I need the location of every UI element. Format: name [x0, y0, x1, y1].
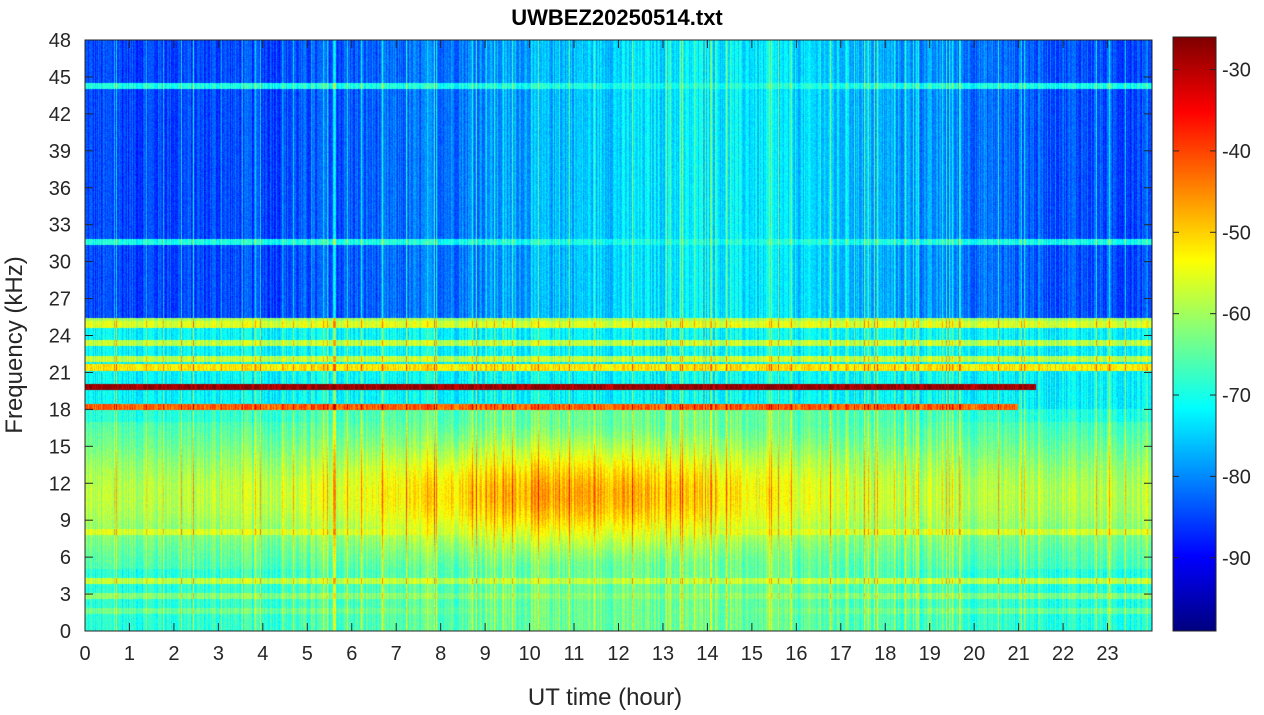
x-tick-label: 10 — [518, 643, 540, 665]
x-tick-label: 3 — [213, 643, 224, 665]
y-tick-label: 27 — [49, 289, 71, 311]
x-tick-label: 23 — [1096, 643, 1118, 665]
y-tick-label: 0 — [60, 621, 71, 643]
y-tick-label: 30 — [49, 252, 71, 274]
colorbar-gradient — [1173, 37, 1216, 631]
colorbar-tick-label: -50 — [1222, 222, 1251, 244]
colorbar-tick-label: -80 — [1222, 466, 1251, 488]
x-tick-label: 7 — [391, 643, 402, 665]
y-tick-label: 3 — [60, 584, 71, 606]
colorbar-tick-label: -30 — [1222, 60, 1251, 82]
y-tick-label: 6 — [60, 547, 71, 569]
plot-area — [84, 39, 1153, 632]
y-tick-label: 45 — [49, 67, 71, 89]
x-tick-label: 15 — [741, 643, 763, 665]
x-tick-label: 5 — [302, 643, 313, 665]
colorbar-ticks: -30 -40 -50 -60 -70 -80 -90 — [1173, 60, 1251, 570]
y-tick-label: 15 — [49, 436, 71, 458]
x-tick-label: 20 — [963, 643, 985, 665]
x-tick-label: 17 — [830, 643, 852, 665]
x-tick-label: 8 — [435, 643, 446, 665]
x-tick-label: 1 — [124, 643, 135, 665]
colorbar-tick-label: -70 — [1222, 385, 1251, 407]
y-tick-label: 42 — [49, 104, 71, 126]
x-axis-label: UT time (hour) — [528, 684, 682, 711]
x-tick-label: 13 — [652, 643, 674, 665]
x-tick-label: 9 — [480, 643, 491, 665]
x-axis-ticks: 0 1 2 3 4 5 6 7 8 9 10 11 12 13 14 15 16 17 18 19 20 21 22 23 — [79, 40, 1119, 665]
y-tick-label: 24 — [49, 326, 71, 348]
y-axis-label: Frequency (kHz) — [1, 256, 28, 433]
x-tick-label: 16 — [785, 643, 807, 665]
colorbar-frame — [1172, 36, 1217, 632]
y-tick-label: 39 — [49, 141, 71, 163]
x-tick-label: 21 — [1008, 643, 1030, 665]
x-tick-label: 14 — [696, 643, 718, 665]
x-tick-label: 0 — [79, 643, 90, 665]
heatmap-canvas — [85, 40, 1152, 631]
colorbar: -30 -40 -50 -60 -70 -80 -90 — [1172, 36, 1251, 632]
y-tick-label: 9 — [60, 510, 71, 532]
y-tick-label: 18 — [49, 399, 71, 421]
x-tick-label: 22 — [1052, 643, 1074, 665]
colorbar-tick-label: -90 — [1222, 548, 1251, 570]
chart-title: UWBEZ20250514.txt — [511, 5, 723, 30]
y-tick-label: 48 — [49, 30, 71, 52]
x-tick-label: 18 — [874, 643, 896, 665]
y-tick-label: 33 — [49, 215, 71, 237]
x-tick-label: 4 — [257, 643, 268, 665]
y-tick-label: 21 — [49, 362, 71, 384]
x-tick-label: 11 — [564, 643, 585, 665]
colorbar-tick-label: -60 — [1222, 304, 1251, 326]
x-tick-label: 6 — [346, 643, 357, 665]
x-tick-label: 2 — [168, 643, 179, 665]
y-tick-label: 36 — [49, 178, 71, 200]
y-tick-label: 12 — [49, 473, 71, 495]
colorbar-tick-label: -40 — [1222, 141, 1251, 163]
x-tick-label: 19 — [919, 643, 941, 665]
x-tick-label: 12 — [607, 643, 629, 665]
